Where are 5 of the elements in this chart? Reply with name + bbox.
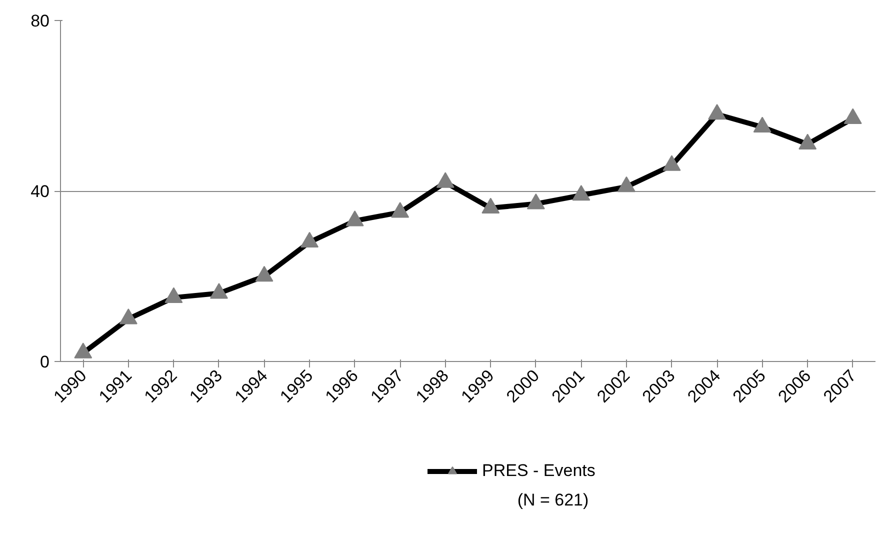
- y-tick-label: 40: [30, 182, 50, 201]
- text: (N = 621): [517, 490, 589, 510]
- y-tick-label: 80: [30, 12, 50, 30]
- legend-label: PRES - Events: [482, 461, 596, 481]
- y-tick-label: 0: [40, 352, 50, 372]
